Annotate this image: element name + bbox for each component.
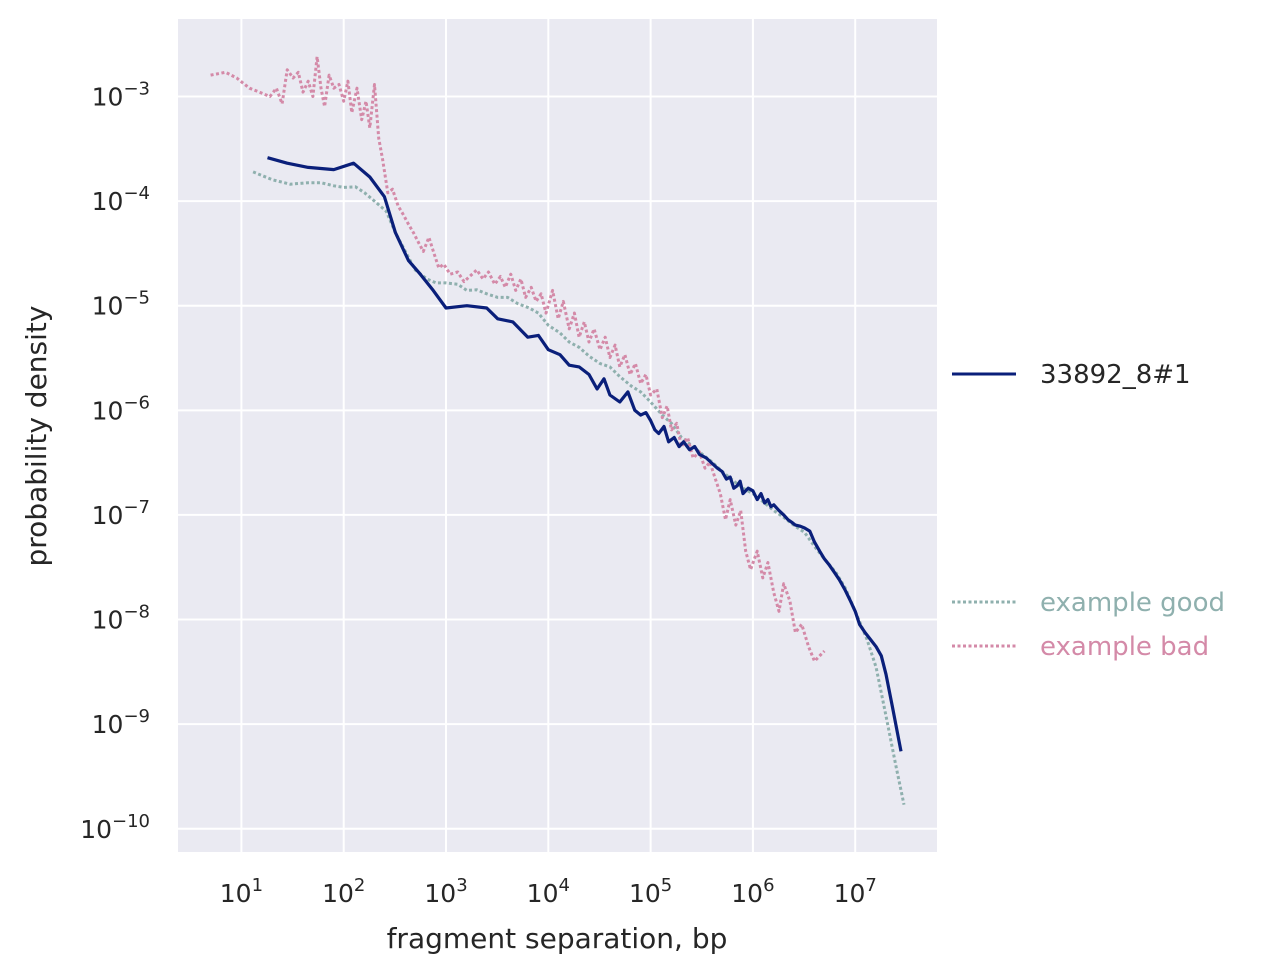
x-tick-exponent: 6 bbox=[763, 875, 774, 896]
x-tick-label-1: 102 bbox=[322, 875, 365, 908]
x-tick-label-3: 104 bbox=[527, 875, 570, 908]
y-tick-exponent: −6 bbox=[123, 392, 150, 413]
x-tick-exponent: 1 bbox=[252, 875, 263, 896]
y-tick-base: 10 bbox=[92, 82, 124, 111]
y-tick-exponent: −4 bbox=[123, 183, 150, 204]
x-tick-base: 10 bbox=[731, 879, 763, 908]
y-tick-exponent: −8 bbox=[123, 602, 150, 623]
x-tick-exponent: 5 bbox=[661, 875, 672, 896]
x-tick-base: 10 bbox=[527, 879, 559, 908]
series-line-example-bad bbox=[210, 55, 826, 663]
series-line-example-good bbox=[252, 170, 906, 806]
y-tick-label-3: 10−6 bbox=[92, 392, 150, 425]
x-tick-exponent: 4 bbox=[558, 875, 569, 896]
legend-label-2: example bad bbox=[1040, 632, 1209, 662]
y-tick-base: 10 bbox=[92, 501, 124, 530]
x-tick-base: 10 bbox=[834, 879, 866, 908]
grid bbox=[178, 19, 937, 852]
y-tick-exponent: −9 bbox=[123, 706, 150, 727]
x-tick-label-5: 106 bbox=[731, 875, 774, 908]
y-tick-exponent: −5 bbox=[123, 288, 150, 309]
y-tick-label-0: 10−3 bbox=[92, 78, 150, 111]
y-tick-label-6: 10−9 bbox=[92, 706, 150, 739]
plot-area bbox=[178, 19, 937, 852]
x-tick-labels: 101 102 103 104 105 106 107 bbox=[220, 875, 877, 908]
x-tick-base: 10 bbox=[629, 879, 661, 908]
y-tick-base: 10 bbox=[92, 710, 124, 739]
x-axis-label: fragment separation, bp bbox=[387, 922, 728, 955]
y-tick-label-7: 10−10 bbox=[80, 811, 150, 844]
x-tick-exponent: 7 bbox=[865, 875, 876, 896]
y-tick-exponent: −3 bbox=[123, 78, 150, 99]
y-tick-exponent: −7 bbox=[123, 497, 150, 518]
y-tick-base: 10 bbox=[92, 396, 124, 425]
series-lines bbox=[210, 55, 906, 806]
x-tick-base: 10 bbox=[424, 879, 456, 908]
x-tick-label-6: 107 bbox=[834, 875, 877, 908]
legend-label-1: example good bbox=[1040, 588, 1225, 618]
y-tick-base: 10 bbox=[80, 815, 112, 844]
y-tick-base: 10 bbox=[92, 187, 124, 216]
y-tick-label-1: 10−4 bbox=[92, 183, 150, 216]
x-tick-base: 10 bbox=[220, 879, 252, 908]
y-tick-exponent: −10 bbox=[112, 811, 150, 832]
x-tick-label-2: 103 bbox=[424, 875, 467, 908]
y-tick-label-2: 10−5 bbox=[92, 288, 150, 321]
legend-label-0: 33892_8#1 bbox=[1040, 360, 1191, 390]
y-tick-base: 10 bbox=[92, 292, 124, 321]
y-tick-label-4: 10−7 bbox=[92, 497, 150, 530]
y-axis-label: probability density bbox=[20, 306, 53, 567]
x-tick-label-4: 105 bbox=[629, 875, 672, 908]
x-tick-label-0: 101 bbox=[220, 875, 263, 908]
y-tick-base: 10 bbox=[92, 606, 124, 635]
series-line-33892-8-1 bbox=[267, 156, 903, 752]
y-tick-label-5: 10−8 bbox=[92, 602, 150, 635]
y-tick-labels: 10−310−410−510−610−710−810−910−10 bbox=[80, 78, 150, 843]
x-tick-base: 10 bbox=[322, 879, 354, 908]
x-tick-exponent: 3 bbox=[456, 875, 467, 896]
x-tick-exponent: 2 bbox=[354, 875, 365, 896]
